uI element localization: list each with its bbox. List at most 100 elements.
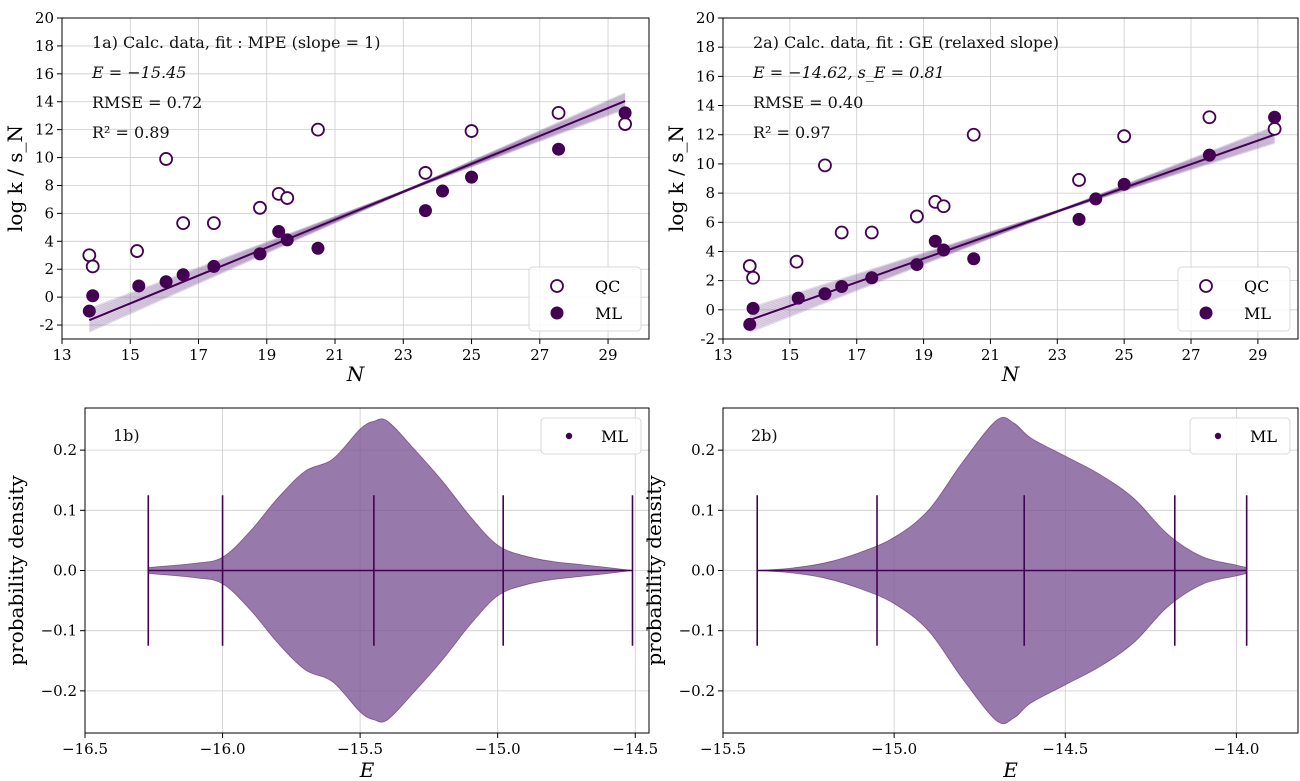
qc-point: [85, 259, 100, 274]
ml-point: [743, 317, 757, 331]
legend-ml-label: ML: [595, 304, 622, 323]
y-tick-label: 0.1: [53, 501, 77, 519]
y-axis-label: probability density: [4, 475, 28, 666]
y-tick-label: 16: [35, 65, 54, 83]
legend-qc-label: QC: [1244, 277, 1269, 296]
y-axis-label: log k / s_N: [664, 125, 688, 232]
x-tick-label: 15: [121, 346, 140, 364]
x-tick-label: −14.0: [1213, 740, 1259, 758]
qc-point: [618, 117, 633, 131]
qc-point: [1072, 173, 1086, 187]
ml-point: [1072, 212, 1086, 226]
ml-point: [311, 241, 325, 255]
y-tick-label: 10: [35, 149, 54, 167]
ml-point: [418, 204, 432, 218]
ml-point: [253, 247, 267, 261]
ml-point: [835, 279, 849, 293]
panel-title-annotation: 2a) Calc. data, fit : GE (relaxed slope): [753, 33, 1059, 52]
legend-box: [1189, 417, 1291, 455]
ml-point: [618, 106, 632, 120]
ml-point: [1089, 192, 1103, 206]
ml-point: [937, 243, 951, 257]
panel-2b: −15.5 −15.0 −14.5 −14.0 −0.2 −0.1 0.0 0.1 0.2 2b)…: [642, 407, 1299, 781]
qc-point: [176, 216, 191, 231]
y-tick-label: 0.0: [53, 562, 77, 580]
y-tick-label: 12: [696, 126, 715, 144]
x-axis-label: N: [346, 362, 366, 386]
fit-line: [88, 100, 626, 322]
fit-sample-line: [88, 93, 626, 331]
fit-sample-line: [749, 128, 1276, 329]
qc-point: [936, 199, 951, 214]
y-axis-label: log k / s_N: [3, 125, 27, 232]
y-tick-label: 2: [705, 272, 715, 290]
fit-sample-line: [88, 94, 626, 329]
x-tick-label: −14.5: [612, 740, 658, 758]
qc-point: [966, 127, 981, 142]
y-tick-label: −0.1: [679, 622, 715, 640]
y-tick-label: 4: [44, 232, 54, 250]
y-tick-label: 20: [696, 9, 715, 27]
y-tick-label: −0.2: [679, 682, 715, 700]
panel-2a: 13 15 17 19 21 23 25 27 29 -2 0 2 4 6 8 10 12 14 16 18 20 2a)…: [664, 9, 1299, 386]
x-tick-label: 13: [52, 346, 71, 364]
y-tick-label: 14: [35, 93, 54, 111]
y-tick-label: -2: [39, 316, 54, 334]
x-tick-label: −16.0: [200, 740, 246, 758]
y-tick-label: 0: [44, 288, 54, 306]
x-tick-label: 21: [981, 346, 1000, 364]
ml-point: [132, 279, 146, 293]
panel-1a: 13 15 17 19 21 23 25 27 29 -2 0 2 4 6 8 10 12 14 16 18 20 1a)…: [3, 9, 650, 386]
ml-point: [86, 289, 100, 303]
x-tick-label: 27: [530, 346, 549, 364]
qc-point: [742, 259, 757, 273]
r2-annotation: R² = 0.89: [92, 123, 170, 142]
legend-ml-label: ML: [601, 427, 628, 446]
x-tick-label: 19: [914, 346, 933, 364]
qc-point: [280, 191, 295, 205]
legend-ml-label: ML: [1250, 427, 1277, 446]
fit-sample-line: [749, 125, 1276, 333]
ml-point: [207, 259, 221, 273]
legend-box: [1177, 266, 1291, 332]
x-tick-label: 25: [1115, 346, 1134, 364]
x-tick-label: 29: [1248, 346, 1267, 364]
panel-1b: −16.5 −16.0 −15.5 −15.0 −14.5 −0.2 −0.1 0.0 0.1 0…: [4, 407, 658, 781]
x-tick-label: 15: [780, 346, 799, 364]
ml-point: [1117, 177, 1131, 191]
rmse-annotation: RMSE = 0.72: [92, 93, 202, 112]
r2-annotation: R² = 0.97: [753, 123, 831, 142]
y-tick-label: 0.1: [691, 501, 715, 519]
qc-point: [1117, 129, 1132, 144]
panel-title-annotation: 1a) Calc. data, fit : MPE (slope = 1): [92, 33, 381, 52]
ml-point: [928, 234, 942, 248]
y-tick-label: 0: [705, 301, 715, 319]
y-axis-label: probability density: [642, 475, 666, 666]
ml-point: [272, 225, 286, 239]
x-tick-label: 19: [257, 346, 276, 364]
y-tick-label: 2: [44, 260, 54, 278]
axes-frame: [84, 407, 650, 734]
rmse-annotation: RMSE = 0.40: [753, 93, 863, 112]
qc-point: [909, 209, 924, 224]
ml-point: [746, 301, 760, 315]
qc-point: [746, 270, 760, 285]
ml-point: [1202, 148, 1216, 162]
x-tick-label: 13: [713, 346, 732, 364]
fit-sample-line: [749, 126, 1276, 331]
legend-ml-marker: [1214, 432, 1222, 440]
qc-point: [789, 254, 804, 269]
panel-label-annotation: 1b): [113, 426, 140, 445]
fit-sample-line: [88, 92, 626, 333]
axes-frame: [722, 407, 1299, 734]
ml-point: [280, 233, 294, 247]
legend-ml-marker: [1199, 306, 1213, 320]
ml-point: [159, 275, 173, 289]
panel-label-annotation: 2b): [751, 426, 778, 445]
x-tick-label: −16.5: [62, 740, 108, 758]
legend-box: [540, 417, 642, 455]
y-tick-label: 16: [696, 67, 715, 85]
qc-point: [864, 225, 879, 240]
qc-point: [82, 248, 97, 263]
